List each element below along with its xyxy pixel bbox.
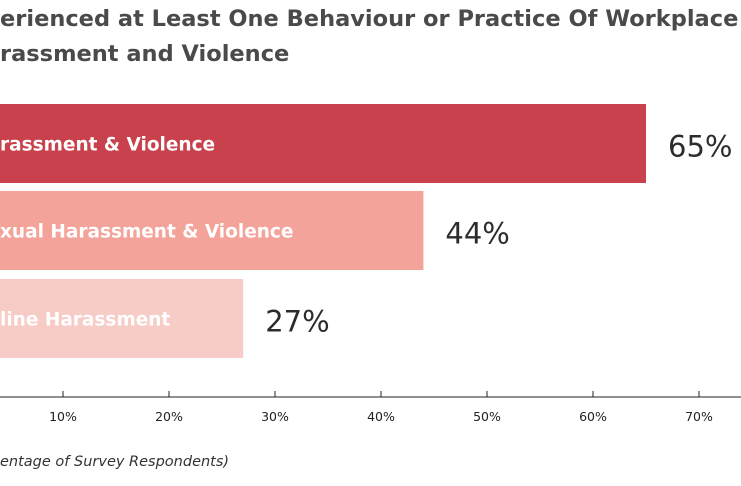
x-tick-label-10: 10% [49, 409, 77, 424]
chart-title-line-2: rassment and Violence [0, 41, 289, 67]
bar-value-label-2: 44% [445, 217, 509, 251]
bar-category-label-1: rassment & Violence [0, 135, 215, 156]
x-tick-label-40: 40% [367, 409, 395, 424]
x-tick-label-70: 70% [685, 409, 713, 424]
x-axis-ticks: 10% 20% 30% 40% 50% 60% 70% [49, 391, 713, 424]
x-tick-label-60: 60% [579, 409, 607, 424]
x-tick-label-50: 50% [473, 409, 501, 424]
bar-value-label-3: 27% [265, 305, 329, 339]
chart-title-line-1: erienced at Least One Behaviour or Pract… [0, 6, 738, 32]
bar-1 [0, 104, 646, 183]
bar-value-label-1: 65% [668, 130, 732, 164]
bar-category-label-3: line Harassment [0, 310, 170, 331]
bar-category-label-2: xual Harassment & Violence [0, 222, 293, 243]
bar-2 [0, 191, 424, 270]
bar-3 [0, 279, 244, 358]
bars-group: rassment & Violence 65% xual Harassment & … [0, 104, 732, 358]
x-tick-label-20: 20% [155, 409, 183, 424]
x-axis-label: entage of Survey Respondents) [0, 454, 229, 470]
x-tick-label-30: 30% [261, 409, 289, 424]
